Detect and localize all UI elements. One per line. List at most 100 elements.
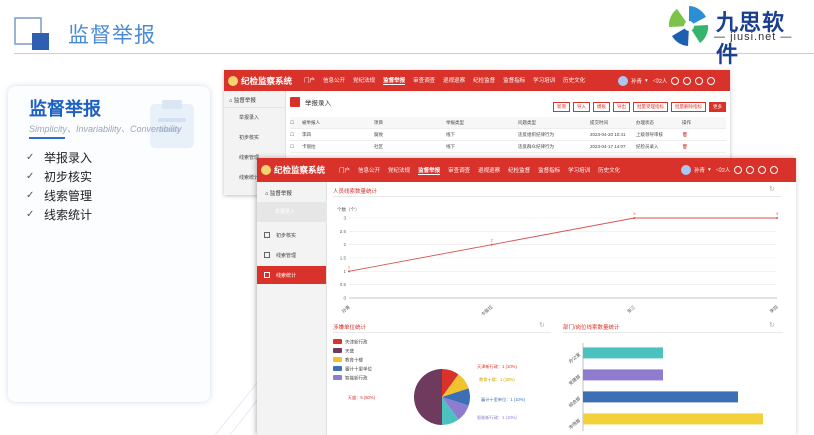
brand-name: 九思软件 (716, 10, 786, 67)
chevron-down-icon: ▾ (645, 78, 648, 84)
nav-item[interactable]: 党纪法规 (388, 167, 411, 174)
add-button[interactable]: 新增 (553, 102, 570, 112)
checkbox-icon[interactable]: ☐ (290, 143, 295, 149)
sidebar-item-label: 线索统计 (276, 272, 297, 279)
legend-swatch (333, 375, 342, 380)
refresh-icon[interactable] (695, 77, 704, 85)
back-main: 举报录入 新增 导入 模板 导出 批量受理指标 批量删除指标 更多 ☐ 被举报人… (290, 95, 726, 153)
template-button[interactable]: 模板 (593, 102, 610, 112)
line-series (348, 217, 777, 272)
y-tick-label: 办公室 (567, 351, 582, 365)
sidebar-item[interactable]: 线索统计 (239, 175, 260, 181)
card-subtitle: Simplicity、Invariability、Convertibility (29, 124, 182, 134)
settings-icon[interactable] (683, 77, 692, 85)
table-cell: 卡丽拉 (302, 143, 316, 149)
sidebar-item[interactable]: 初步核实 (239, 135, 260, 141)
nav-item-active[interactable]: 监督举报 (383, 78, 406, 85)
nav-item[interactable]: 学习培训 (568, 167, 591, 174)
export-button[interactable]: 导出 (613, 102, 630, 112)
refresh-icon[interactable] (758, 166, 767, 174)
column-header: 举报类型 (446, 119, 464, 125)
x-tick-label: 张三 (626, 303, 638, 314)
more-button[interactable]: 更多 (709, 102, 726, 112)
app-brand: 纪检监察系统 (257, 164, 325, 176)
checkbox-icon[interactable]: ☐ (290, 119, 295, 125)
sidebar-item[interactable]: 线索管理 (239, 155, 260, 161)
nav-item-active[interactable]: 监督举报 (418, 167, 441, 175)
import-button[interactable]: 导入 (573, 102, 590, 112)
chevron-down-icon: ▾ (708, 167, 711, 173)
bar (583, 391, 738, 403)
settings-icon[interactable] (746, 166, 755, 174)
nav-item[interactable]: 纪检监督 (508, 167, 531, 174)
nav-item[interactable]: 门户 (339, 167, 351, 174)
pie-slice (414, 369, 442, 425)
page-title: 监督举报 (68, 24, 156, 47)
nav-item[interactable]: 纪检监督 (473, 78, 496, 84)
panel-divider (333, 332, 551, 333)
nav-item[interactable]: 监督指标 (503, 78, 526, 84)
trash-icon[interactable]: 🗑 (682, 131, 688, 137)
user-menu[interactable]: 孙青 ▾ ◁) 2人 (618, 76, 716, 86)
batch-accept-button[interactable]: 批量受理指标 (633, 102, 668, 112)
sidebar-item-report-entry[interactable]: 举报录入 (257, 202, 327, 222)
page-icon (290, 97, 300, 107)
refresh-icon[interactable]: ↻ (769, 186, 775, 193)
pie-data-label: 智能新行政：1 (10%) (477, 414, 517, 421)
sidebar-item-clue-statistics[interactable]: 线索统计 (257, 266, 326, 284)
nav-item[interactable]: 信息公开 (323, 78, 346, 84)
nav-item[interactable]: 监督指标 (538, 167, 561, 174)
feature-label: 线索统计 (44, 208, 93, 222)
add-icon[interactable] (671, 77, 680, 85)
nav-item[interactable]: 历史文化 (563, 78, 586, 84)
power-icon[interactable] (707, 77, 716, 85)
y-tick-label: 2.5 (340, 229, 347, 234)
sidebar-item[interactable]: 举报录入 (239, 115, 260, 121)
nav-item[interactable]: 历史文化 (598, 167, 621, 174)
y-tick-label: 市场部 (567, 417, 582, 431)
pinwheel-logo-icon (668, 6, 709, 46)
table-row[interactable]: ☐ 李四 腐败 线下 违反组织纪律行为 2023-04-20 10:41 上级领… (290, 129, 726, 141)
nav-item[interactable]: 党纪法规 (353, 78, 376, 84)
speaker-icon: ◁) (715, 167, 722, 173)
batch-delete-button[interactable]: 批量删除指标 (671, 102, 706, 112)
sidebar-item-clue-management[interactable]: 线索管理 (257, 246, 326, 264)
x-tick-label: 孙青 (340, 303, 352, 314)
check-icon: ✓ (26, 190, 35, 201)
y-tick-label: 综合部 (567, 395, 582, 409)
nav-item[interactable]: 学习培训 (533, 78, 556, 84)
sidebar-title: ⌂ 监督举报 (265, 191, 292, 197)
back-page-title: 举报录入 (305, 100, 331, 107)
legend-swatch (333, 348, 342, 353)
legend-swatch (333, 339, 342, 344)
brand-logo: 九思软件 — jiusi.net — (666, 3, 806, 67)
user-menu[interactable]: 孙青 ▾ ◁) 2人 (681, 165, 779, 175)
feature-label: 线索管理 (44, 189, 93, 203)
nav-item[interactable]: 信息公开 (358, 167, 381, 174)
nav-item[interactable]: 门户 (304, 78, 316, 84)
checkbox-icon[interactable]: ☐ (290, 131, 295, 137)
data-label: 1 (348, 264, 351, 269)
back-toolbar: 新增 导入 模板 导出 批量受理指标 批量删除指标 更多 (550, 102, 726, 112)
table-header: ☐ 被举报人 项目 举报类型 问题类型 提交时间 办理状态 操作 (290, 117, 726, 129)
nav-item[interactable]: 巡视巡察 (443, 78, 466, 84)
brand-subtitle: — jiusi.net — (714, 31, 793, 43)
feature-item-verification: ✓ 初步核实 (26, 167, 92, 186)
nav-item[interactable]: 巡视巡察 (478, 167, 501, 174)
add-icon[interactable] (734, 166, 743, 174)
online-count: 2人 (721, 168, 731, 174)
trash-icon[interactable]: 🗑 (682, 143, 688, 149)
refresh-icon[interactable]: ↻ (769, 322, 775, 329)
pie-data-label: 天津新行政：1 (10%) (477, 363, 517, 370)
table-row[interactable]: ☐ 卡丽拉 社区 线下 违反群众纪律行为 2023-04-17 14:07 纪检… (290, 141, 726, 153)
system-name: 纪检监察系统 (241, 75, 293, 86)
nav-item[interactable]: 审查调查 (413, 78, 436, 84)
refresh-icon[interactable]: ↻ (539, 322, 545, 329)
power-icon[interactable] (770, 166, 779, 174)
card-title: 监督举报 (29, 99, 101, 119)
nav-item[interactable]: 审查调查 (448, 167, 471, 174)
sidebar-item-verification[interactable]: 初步核实 (257, 226, 326, 244)
